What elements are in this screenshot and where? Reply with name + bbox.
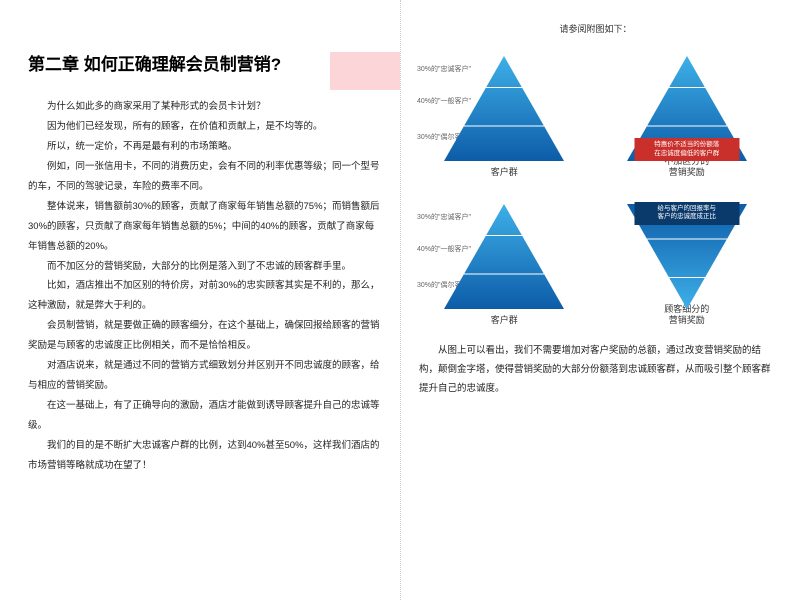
left-page: 第二章 如何正确理解会员制营销? 为什么如此多的商家采用了某种形式的会员卡计划？…	[0, 0, 400, 600]
chapter-title: 第二章 如何正确理解会员制营销?	[28, 50, 382, 75]
paragraph: 例如，同一张信用卡，不同的消费历史，会有不同的利率优惠等级；同一个型号的车，不同…	[28, 157, 382, 197]
paragraph: 从图上可以看出，我们不需要增加对客户奖励的总额，通过改变营销奖励的结构，颠倒金字…	[419, 341, 772, 398]
caption: 客户群	[491, 315, 518, 327]
pink-decoration	[330, 52, 400, 90]
left-body: 为什么如此多的商家采用了某种形式的会员卡计划？ 因为他们已经发现，所有的顾客，在…	[28, 97, 382, 476]
paragraph: 对酒店说来，就是通过不同的营销方式细致划分并区别开不同忠诚度的顾客，给与相应的营…	[28, 356, 382, 396]
pyramid-customer-group-1: 30%的"忠诚客户" 40%的"一般客户" 30%的"偶尔客户" 客户群	[419, 39, 590, 179]
right-page: 请参阅附图如下： 30%的"忠诚客户" 40%的"一般客户" 30%的"偶尔客户…	[400, 0, 800, 600]
paragraph: 所以，统一定价，不再是最有利的市场策略。	[28, 137, 382, 157]
caption-line: 营销奖励	[669, 315, 705, 325]
triangle-icon	[444, 56, 564, 161]
paragraph: 因为他们已经发现，所有的顾客，在价值和贡献上，是不均等的。	[28, 117, 382, 137]
paragraph: 会员制营销，就是要做正确的顾客细分，在这个基础上，确保回报给顾客的营销奖励是与顾…	[28, 316, 382, 356]
pyramid-segmented: 给与客户的回报率与 客户的忠诚度成正比 顾客细分的 营销奖励	[602, 187, 773, 327]
paragraph: 为什么如此多的商家采用了某种形式的会员卡计划？	[28, 97, 382, 117]
annotation-blue: 给与客户的回报率与 客户的忠诚度成正比	[634, 202, 739, 225]
triangle-icon	[444, 204, 564, 309]
annotation-red: 特惠价不适当的份额落 在忠诚度偏低的客户群	[634, 138, 739, 161]
paragraph: 比如，酒店推出不加区别的特价房，对前30%的忠实顾客其实是不利的，那么，这种激励…	[28, 276, 382, 316]
paragraph: 而不加区分的营销奖励，大部分的比例是落入到了不忠诚的顾客群手里。	[28, 257, 382, 277]
paragraph: 在这一基础上，有了正确导向的激励，酒店才能做到诱导顾客提升自己的忠诚等级。	[28, 396, 382, 436]
annot-line: 特惠价不适当的份额落	[654, 141, 719, 148]
annot-line: 客户的忠诚度成正比	[658, 213, 717, 220]
caption-line: 营销奖励	[669, 167, 705, 177]
paragraph: 整体说来，销售额前30%的顾客，贡献了商家每年销售总额的75%；而销售额后30%…	[28, 197, 382, 257]
paragraph: 我们的目的是不断扩大忠诚客户群的比例，达到40%甚至50%，这样我们酒店的市场营…	[28, 436, 382, 476]
diagram-grid: 30%的"忠诚客户" 40%的"一般客户" 30%的"偶尔客户" 客户群	[419, 39, 772, 327]
caption: 客户群	[491, 167, 518, 179]
annot-line: 给与客户的回报率与	[658, 205, 717, 212]
diagram-intro: 请参阅附图如下：	[419, 22, 772, 35]
pyramid-customer-group-2: 30%的"忠诚客户" 40%的"一般客户" 30%的"偶尔客户" 客户群	[419, 187, 590, 327]
annot-line: 在忠诚度偏低的客户群	[654, 150, 719, 157]
pyramid-undifferentiated: 特惠价不适当的份额落 在忠诚度偏低的客户群 不加区分的 营销奖励	[602, 39, 773, 179]
right-body: 从图上可以看出，我们不需要增加对客户奖励的总额，通过改变营销奖励的结构，颠倒金字…	[419, 341, 772, 398]
